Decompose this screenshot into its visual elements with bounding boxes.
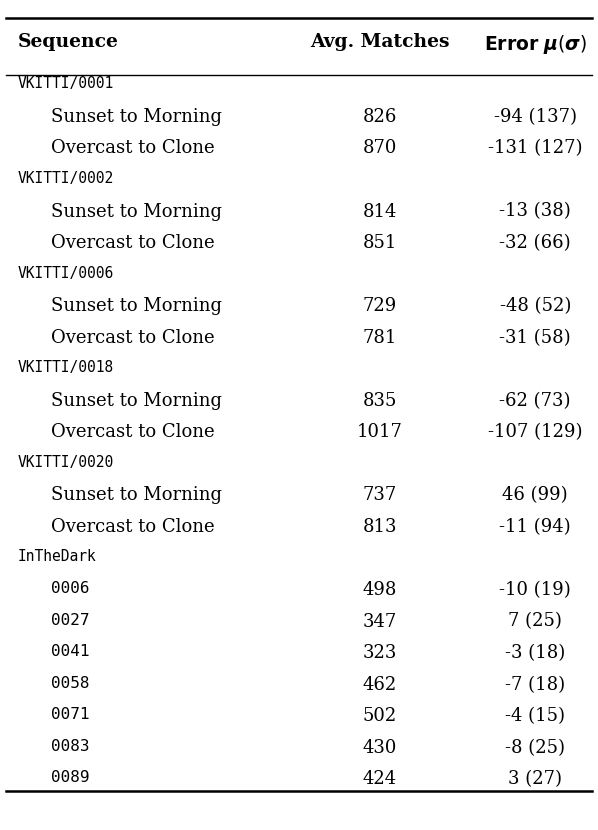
Text: 0083: 0083 [51, 739, 89, 754]
Text: VKITTI/0002: VKITTI/0002 [18, 171, 114, 186]
Text: 1017: 1017 [357, 423, 402, 442]
Text: -10 (19): -10 (19) [499, 581, 571, 599]
Text: 0027: 0027 [51, 613, 89, 627]
Text: Sequence: Sequence [18, 33, 119, 51]
Text: 781: 781 [362, 329, 397, 347]
Text: 813: 813 [362, 518, 397, 536]
Text: -11 (94): -11 (94) [499, 518, 571, 536]
Text: 498: 498 [362, 581, 397, 599]
Text: -131 (127): -131 (127) [488, 139, 582, 158]
Text: Overcast to Clone: Overcast to Clone [51, 329, 215, 347]
Text: -3 (18): -3 (18) [505, 644, 565, 662]
Text: 870: 870 [362, 139, 397, 158]
Text: 502: 502 [362, 707, 397, 725]
Text: -13 (38): -13 (38) [499, 203, 571, 221]
Text: InTheDark: InTheDark [18, 549, 97, 564]
Text: -48 (52): -48 (52) [499, 297, 571, 315]
Text: 347: 347 [362, 613, 397, 631]
Text: Overcast to Clone: Overcast to Clone [51, 139, 215, 158]
Text: VKITTI/0001: VKITTI/0001 [18, 76, 114, 91]
Text: 424: 424 [362, 770, 397, 788]
Text: 323: 323 [362, 644, 397, 662]
Text: -62 (73): -62 (73) [499, 392, 571, 410]
Text: Sunset to Morning: Sunset to Morning [51, 203, 222, 221]
Text: Sunset to Morning: Sunset to Morning [51, 108, 222, 126]
Text: 835: 835 [362, 392, 397, 410]
Text: -7 (18): -7 (18) [505, 676, 565, 694]
Text: Avg. Matches: Avg. Matches [310, 33, 450, 51]
Text: Sunset to Morning: Sunset to Morning [51, 392, 222, 410]
Text: -94 (137): -94 (137) [494, 108, 576, 126]
Text: 0089: 0089 [51, 770, 89, 785]
Text: Sunset to Morning: Sunset to Morning [51, 297, 222, 315]
Text: Overcast to Clone: Overcast to Clone [51, 423, 215, 442]
Text: 0041: 0041 [51, 644, 89, 659]
Text: VKITTI/0020: VKITTI/0020 [18, 455, 114, 470]
Text: -4 (15): -4 (15) [505, 707, 565, 725]
Text: 462: 462 [362, 676, 397, 694]
Text: 737: 737 [362, 486, 397, 505]
Text: 826: 826 [362, 108, 397, 126]
Text: 729: 729 [362, 297, 397, 315]
Text: -107 (129): -107 (129) [488, 423, 582, 442]
Text: Overcast to Clone: Overcast to Clone [51, 234, 215, 252]
Text: Sunset to Morning: Sunset to Morning [51, 486, 222, 505]
Text: 3 (27): 3 (27) [508, 770, 562, 788]
Text: -31 (58): -31 (58) [499, 329, 571, 347]
Text: -8 (25): -8 (25) [505, 739, 565, 757]
Text: 46 (99): 46 (99) [502, 486, 568, 505]
Text: 0006: 0006 [51, 581, 89, 596]
Text: 0058: 0058 [51, 676, 89, 691]
Text: -32 (66): -32 (66) [499, 234, 571, 252]
Text: Overcast to Clone: Overcast to Clone [51, 518, 215, 536]
Text: 7 (25): 7 (25) [508, 613, 562, 631]
Text: 814: 814 [362, 203, 397, 221]
Text: 0071: 0071 [51, 707, 89, 722]
Text: 851: 851 [362, 234, 397, 252]
Text: VKITTI/0006: VKITTI/0006 [18, 266, 114, 281]
Text: $\mathbf{Error}\ \boldsymbol{\mu}(\boldsymbol{\sigma})$: $\mathbf{Error}\ \boldsymbol{\mu}(\bolds… [484, 33, 587, 56]
Text: 430: 430 [362, 739, 397, 757]
Text: VKITTI/0018: VKITTI/0018 [18, 360, 114, 375]
